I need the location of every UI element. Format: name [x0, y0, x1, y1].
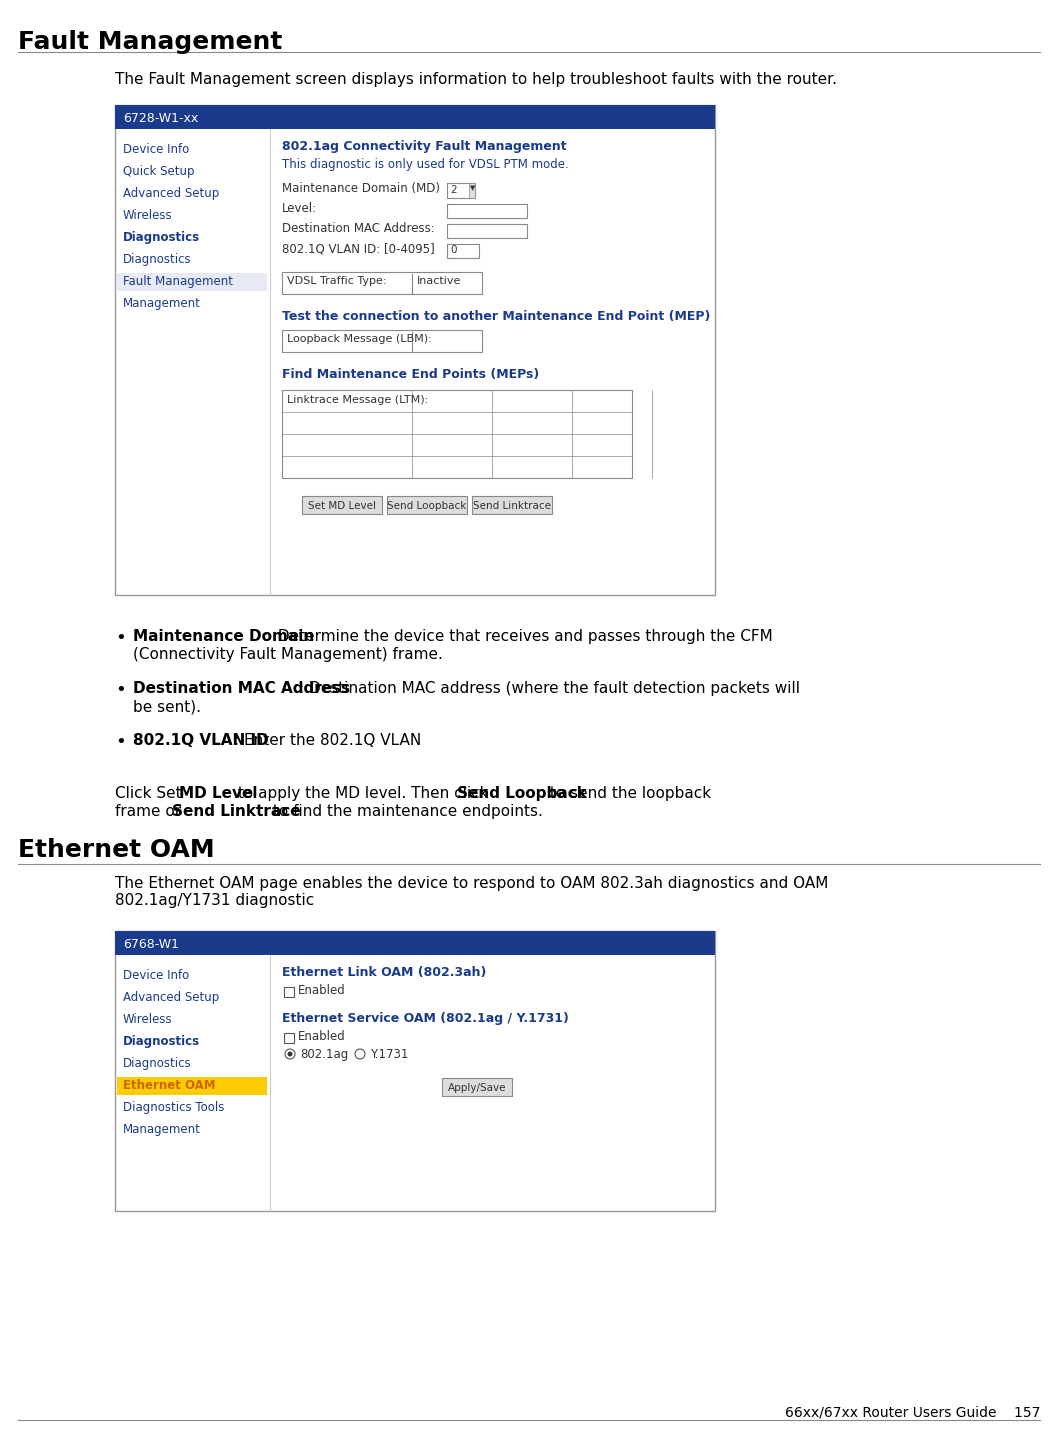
- Text: Test the connection to another Maintenance End Point (MEP): Test the connection to another Maintenan…: [282, 310, 710, 323]
- Text: 0: 0: [450, 245, 457, 255]
- Text: Ethernet OAM: Ethernet OAM: [18, 838, 215, 863]
- Text: Linktrace Message (LTM):: Linktrace Message (LTM):: [288, 395, 428, 405]
- Text: •: •: [115, 681, 126, 698]
- Text: Device Info: Device Info: [123, 969, 189, 982]
- Text: 802.1ag: 802.1ag: [300, 1048, 348, 1061]
- Text: VDSL Traffic Type:: VDSL Traffic Type:: [288, 276, 387, 287]
- Bar: [447, 225, 527, 238]
- Text: Ethernet Link OAM (802.3ah): Ethernet Link OAM (802.3ah): [282, 966, 486, 979]
- Bar: [282, 272, 482, 294]
- Circle shape: [285, 1048, 295, 1058]
- Text: Click Set: Click Set: [115, 786, 186, 801]
- Text: 802.1Q VLAN ID: 802.1Q VLAN ID: [133, 733, 268, 747]
- Text: to apply the MD level. Then click: to apply the MD level. Then click: [234, 786, 494, 801]
- Bar: [302, 495, 382, 514]
- Bar: [442, 1079, 512, 1096]
- Bar: [115, 932, 715, 1211]
- Text: to send the loopback: to send the loopback: [545, 786, 711, 801]
- Bar: [447, 204, 527, 217]
- Text: Y.1731: Y.1731: [370, 1048, 408, 1061]
- Text: ▼: ▼: [470, 184, 476, 192]
- Text: Apply/Save: Apply/Save: [448, 1083, 506, 1093]
- Bar: [115, 105, 715, 595]
- Bar: [447, 183, 475, 199]
- Text: This diagnostic is only used for VDSL PTM mode.: This diagnostic is only used for VDSL PT…: [282, 158, 569, 171]
- Text: Destination MAC Address: Destination MAC Address: [133, 681, 350, 696]
- Bar: [115, 105, 715, 130]
- Bar: [284, 1032, 294, 1043]
- Text: Device Info: Device Info: [123, 143, 189, 156]
- Text: Ethernet OAM: Ethernet OAM: [123, 1079, 216, 1092]
- Text: Destination MAC Address:: Destination MAC Address:: [282, 222, 434, 235]
- Text: Fault Management: Fault Management: [123, 275, 233, 288]
- Text: Wireless: Wireless: [123, 1012, 172, 1025]
- Text: The Ethernet OAM page enables the device to respond to OAM 802.3ah diagnostics a: The Ethernet OAM page enables the device…: [115, 876, 829, 909]
- Text: Diagnostics Tools: Diagnostics Tools: [123, 1102, 224, 1115]
- Text: 2: 2: [450, 184, 457, 194]
- Text: Ethernet Service OAM (802.1ag / Y.1731): Ethernet Service OAM (802.1ag / Y.1731): [282, 1012, 569, 1025]
- Bar: [117, 1077, 267, 1094]
- Text: 802.1ag Connectivity Fault Management: 802.1ag Connectivity Fault Management: [282, 140, 567, 153]
- Circle shape: [288, 1051, 293, 1057]
- Text: Find Maintenance End Points (MEPs): Find Maintenance End Points (MEPs): [282, 369, 539, 382]
- Text: Fault Management: Fault Management: [18, 30, 282, 55]
- Text: :  Determine the device that receives and passes through the CFM: : Determine the device that receives and…: [262, 629, 773, 644]
- Text: frame or: frame or: [115, 804, 186, 819]
- Text: : Enter the 802.1Q VLAN: : Enter the 802.1Q VLAN: [234, 733, 421, 747]
- Circle shape: [355, 1048, 365, 1058]
- Text: Enabled: Enabled: [298, 1030, 346, 1043]
- Text: MD Level: MD Level: [179, 786, 257, 801]
- Text: be sent).: be sent).: [133, 698, 201, 714]
- Text: Diagnostics: Diagnostics: [123, 1057, 191, 1070]
- Text: Diagnostics: Diagnostics: [123, 253, 191, 266]
- Text: Diagnostics: Diagnostics: [123, 1035, 200, 1048]
- Bar: [387, 495, 467, 514]
- Bar: [117, 274, 267, 291]
- Bar: [447, 243, 479, 258]
- Text: Level:: Level:: [282, 202, 317, 215]
- Text: (Connectivity Fault Management) frame.: (Connectivity Fault Management) frame.: [133, 647, 443, 662]
- Text: Send Linktrace: Send Linktrace: [172, 804, 301, 819]
- Bar: [469, 183, 475, 199]
- Text: : Destination MAC address (where the fault detection packets will: : Destination MAC address (where the fau…: [298, 681, 799, 696]
- Bar: [284, 986, 294, 996]
- Text: Enabled: Enabled: [298, 984, 346, 996]
- Text: Maintenance Domain: Maintenance Domain: [133, 629, 314, 644]
- Text: Set MD Level: Set MD Level: [308, 501, 376, 511]
- Text: Send Loopback: Send Loopback: [457, 786, 587, 801]
- Text: Inactive: Inactive: [418, 276, 461, 287]
- Text: 6768-W1: 6768-W1: [123, 937, 179, 950]
- Text: to find the maintenance endpoints.: to find the maintenance endpoints.: [267, 804, 543, 819]
- Text: 802.1Q VLAN ID: [0-4095]: 802.1Q VLAN ID: [0-4095]: [282, 242, 434, 255]
- Text: Quick Setup: Quick Setup: [123, 166, 194, 179]
- Text: Maintenance Domain (MD): Maintenance Domain (MD): [282, 181, 440, 194]
- Text: •: •: [115, 629, 126, 647]
- Text: Management: Management: [123, 1123, 201, 1136]
- Text: Diagnostics: Diagnostics: [123, 230, 200, 243]
- Text: 6728-W1-xx: 6728-W1-xx: [123, 112, 199, 125]
- Text: Wireless: Wireless: [123, 209, 172, 222]
- Text: The Fault Management screen displays information to help troubleshoot faults wit: The Fault Management screen displays inf…: [115, 72, 837, 86]
- Bar: [115, 932, 715, 955]
- Text: Advanced Setup: Advanced Setup: [123, 187, 219, 200]
- Text: Send Loopback: Send Loopback: [387, 501, 467, 511]
- Text: •: •: [115, 733, 126, 752]
- Text: Send Linktrace: Send Linktrace: [472, 501, 551, 511]
- Bar: [472, 495, 552, 514]
- Text: Advanced Setup: Advanced Setup: [123, 991, 219, 1004]
- Text: 66xx/67xx Router Users Guide    157: 66xx/67xx Router Users Guide 157: [784, 1405, 1040, 1418]
- Text: Loopback Message (LBM):: Loopback Message (LBM):: [288, 334, 431, 344]
- Text: Management: Management: [123, 297, 201, 310]
- Bar: [282, 330, 482, 351]
- Bar: [282, 390, 632, 478]
